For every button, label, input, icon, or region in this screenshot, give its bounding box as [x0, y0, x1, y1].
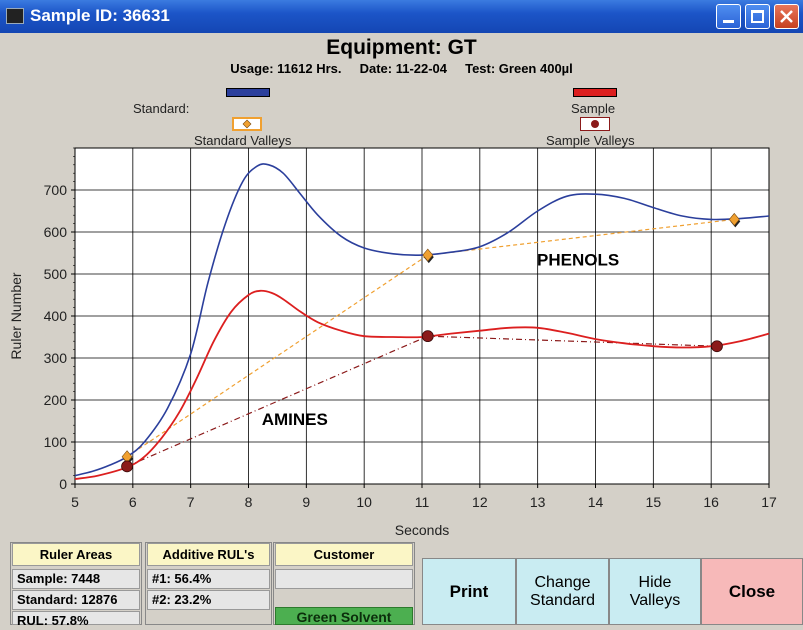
additive-ruls-header: Additive RUL's [147, 543, 270, 566]
y-tick-label: 100 [44, 434, 68, 450]
test-text: Test: Green 400µl [465, 61, 573, 76]
x-tick-label: 12 [472, 494, 488, 510]
x-tick-label: 14 [588, 494, 604, 510]
x-tick-label: 9 [302, 494, 310, 510]
x-tick-label: 17 [761, 494, 777, 510]
additive-rul-2: #2: 23.2% [147, 590, 270, 610]
change-standard-button[interactable]: Change Standard [516, 558, 609, 625]
diamond-icon [242, 119, 252, 129]
window-close-button[interactable] [774, 4, 799, 29]
sample-valley-legend-box [580, 117, 610, 131]
customer-value[interactable] [275, 569, 413, 589]
window-title: Sample ID: 36631 [30, 6, 170, 25]
ruler-areas-header: Ruler Areas [12, 543, 140, 566]
sample-legend-swatch [573, 88, 617, 97]
standard-legend-swatch [226, 88, 270, 97]
standard-area-value: Standard: 12876 [12, 590, 140, 610]
sample-valley-marker [421, 330, 434, 343]
x-tick-label: 13 [530, 494, 546, 510]
y-tick-label: 0 [59, 476, 67, 492]
y-tick-label: 600 [44, 224, 68, 240]
valley-markers [121, 212, 741, 473]
y-tick-label: 200 [44, 392, 68, 408]
date-text: Date: 11-22-04 [359, 61, 448, 76]
x-tick-label: 15 [646, 494, 662, 510]
annotations: PHENOLS AMINES [262, 251, 620, 430]
chart-annotation: PHENOLS [537, 251, 619, 270]
x-tick-labels: 5 6 7 8 9 10 11 12 13 14 15 16 17 [71, 494, 777, 510]
x-tick-label: 5 [71, 494, 79, 510]
x-tick-label: 10 [356, 494, 372, 510]
y-tick-label: 400 [44, 308, 68, 324]
y-tick-label: 500 [44, 266, 68, 282]
standard-valley-line [126, 218, 735, 458]
y-axis-label: Ruler Number [8, 272, 24, 359]
x-axis-label: Seconds [395, 522, 449, 538]
customer-header: Customer [275, 543, 413, 566]
rul-value: RUL: 57.8% [12, 611, 140, 628]
sample-line [74, 289, 770, 480]
dot-icon [591, 120, 599, 128]
standard-valley-marker [728, 212, 740, 226]
title-bar: Sample ID: 36631 [0, 0, 803, 33]
x-tick-label: 8 [245, 494, 253, 510]
grid [71, 147, 770, 488]
series-lines [74, 163, 770, 480]
standard-legend-label: Standard: [133, 101, 190, 116]
minimize-icon [723, 20, 734, 23]
standard-line [74, 163, 770, 477]
sample-valleys-label: Sample Valleys [546, 133, 635, 148]
sample-valley-marker [121, 460, 133, 473]
x-tick-label: 16 [703, 494, 719, 510]
y-tick-labels: 0 100 200 300 400 500 600 700 [44, 182, 68, 492]
y-tick-label: 300 [44, 350, 68, 366]
additive-rul-1: #1: 56.4% [147, 569, 270, 589]
maximize-icon [751, 10, 764, 23]
x-tick-label: 11 [415, 494, 430, 510]
app-icon [6, 8, 24, 24]
usage-text: Usage: 11612 Hrs. [230, 61, 342, 76]
x-tick-label: 7 [187, 494, 195, 510]
sample-legend-label: Sample [571, 101, 616, 116]
solvent-badge: Green Solvent [275, 607, 413, 625]
minimize-button[interactable] [716, 4, 741, 29]
sample-area-value: Sample: 7448 [12, 569, 140, 589]
standard-valleys-label: Standard Valleys [194, 133, 292, 148]
standard-valley-legend-box [232, 117, 262, 131]
sample-valley-marker [711, 340, 723, 353]
print-button[interactable]: Print [422, 558, 516, 625]
chart-annotation: AMINES [262, 410, 328, 429]
equipment-title: Equipment: GT [326, 36, 477, 59]
close-button[interactable]: Close [701, 558, 803, 625]
maximize-button[interactable] [745, 4, 770, 29]
hide-valleys-button[interactable]: Hide Valleys [609, 558, 701, 625]
standard-valley-marker [422, 248, 434, 262]
test-info: Usage: 11612 Hrs. Date: 11-22-04 Test: G… [0, 61, 803, 76]
x-tick-label: 6 [129, 494, 137, 510]
ruler-chart: 5 6 7 8 9 10 11 12 13 14 15 16 17 0 100 200 300 400 500 60… [8, 147, 777, 538]
close-icon [780, 10, 793, 23]
y-tick-label: 700 [44, 182, 68, 198]
